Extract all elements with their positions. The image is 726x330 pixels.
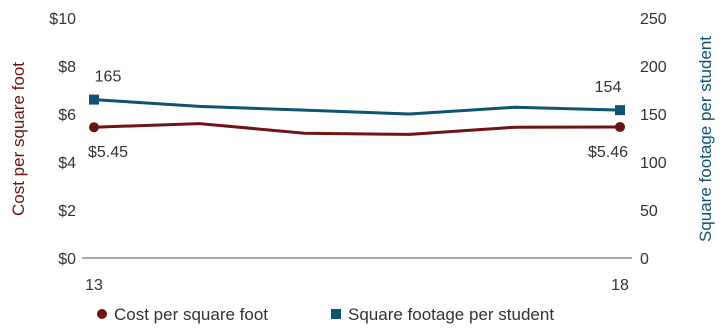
left-tick-label: $0 <box>58 251 76 268</box>
right-tick-label: 150 <box>640 107 667 124</box>
x-tick-label: 13 <box>85 277 103 294</box>
data-point <box>89 94 99 105</box>
left-tick-label: $2 <box>58 203 76 220</box>
series-layer <box>89 94 625 136</box>
left-tick-label: $10 <box>49 11 76 28</box>
legend-label-sqft: Square footage per student <box>348 305 554 324</box>
data-label: $5.46 <box>588 144 628 161</box>
data-label: $5.45 <box>88 144 128 161</box>
right-axis-title: Square footage per student <box>696 36 715 242</box>
x-axis-ticks: 13 18 <box>85 277 629 294</box>
data-point <box>615 105 625 116</box>
left-tick-label: $8 <box>58 59 76 76</box>
legend-label-cost: Cost per square foot <box>114 305 268 324</box>
x-tick-label: 18 <box>611 277 629 294</box>
data-labels: $5.45 $5.46 165 154 <box>88 69 628 162</box>
legend-marker-cost <box>97 309 107 319</box>
data-label: 165 <box>95 69 122 86</box>
right-axis-ticks: 0 50 100 150 200 250 <box>640 11 667 268</box>
right-tick-label: 200 <box>640 59 667 76</box>
series-line-0 <box>93 122 621 136</box>
right-tick-label: 100 <box>640 155 667 172</box>
left-tick-label: $4 <box>58 155 76 172</box>
legend: Cost per square foot Square footage per … <box>97 305 554 324</box>
data-label: 154 <box>595 79 622 96</box>
data-point <box>615 121 625 132</box>
right-tick-label: 0 <box>640 251 649 268</box>
series-line-1 <box>93 98 621 116</box>
data-point <box>89 122 99 133</box>
legend-marker-sqft <box>331 309 341 319</box>
right-tick-label: 250 <box>640 11 667 28</box>
left-tick-label: $6 <box>58 107 76 124</box>
right-tick-label: 50 <box>640 203 658 220</box>
left-axis-title: Cost per square foot <box>9 62 28 216</box>
left-axis-ticks: $0 $2 $4 $6 $8 $10 <box>49 11 76 268</box>
